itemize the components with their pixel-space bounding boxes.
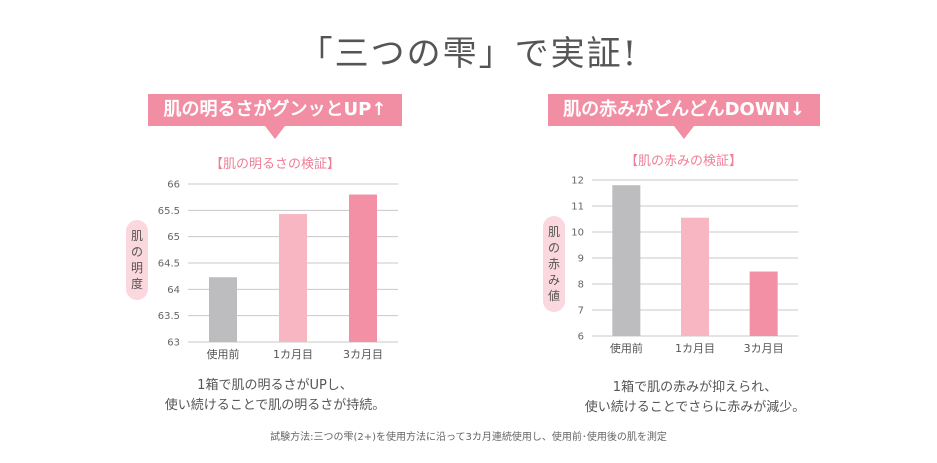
brightness-category-label: 使用前 xyxy=(207,347,240,361)
brightness-ytick-label: 63 xyxy=(167,338,180,349)
redness-category-label: 3カ月目 xyxy=(744,342,784,355)
brightness-ytick-label: 66 xyxy=(167,180,180,191)
redness-ytick-label: 12 xyxy=(571,176,584,187)
brightness-bar xyxy=(349,194,377,342)
page-title: 「三つの雫」で実証! xyxy=(298,34,639,74)
brightness-ytick-label: 65 xyxy=(167,232,180,243)
brightness-bar xyxy=(209,277,237,342)
brightness-ytick-label: 63.5 xyxy=(158,311,180,322)
brightness-caption-line1: 1箱で肌の明るさがUPし、 xyxy=(197,378,353,393)
brightness-caption: 1箱で肌の明るさがUPし、 使い続けることで肌の明るさが持続。 xyxy=(120,376,430,416)
brightness-chart-title: 【肌の明るさの検証】 xyxy=(210,157,341,172)
brightness-category-label: 1カ月目 xyxy=(273,348,313,361)
brightness-ylabel: 肌の明度 xyxy=(126,220,148,300)
redness-bar xyxy=(681,217,709,336)
redness-ytick-label: 11 xyxy=(571,202,584,213)
brightness-caption-line2: 使い続けることで肌の明るさが持続。 xyxy=(164,398,386,413)
redness-ytick-label: 10 xyxy=(571,228,584,239)
redness-banner: 肌の赤みがどんどんDOWN↓ xyxy=(548,94,820,139)
redness-caption: 1箱で肌の赤みが抑えられ、 使い続けることでさらに赤みが減少。 xyxy=(540,378,850,418)
brightness-category-label: 3カ月目 xyxy=(343,348,383,361)
redness-ylabel: 肌の赤み値 xyxy=(543,216,565,312)
brightness-ytick-label: 65.5 xyxy=(158,206,180,217)
redness-category-label: 使用前 xyxy=(610,341,643,355)
redness-caption-line2: 使い続けることでさらに赤みが減少。 xyxy=(584,400,806,415)
brightness-ytick-label: 64 xyxy=(167,285,180,296)
redness-ytick-label: 7 xyxy=(578,306,584,317)
brightness-ytick-label: 64.5 xyxy=(158,259,180,270)
test-method-footnote: 試験方法:三つの雫(2+)を使用方法に沿って3カ月連続使用し、使用前･使用後の肌… xyxy=(270,432,667,443)
redness-category-label: 1カ月目 xyxy=(675,342,715,355)
redness-caption-line1: 1箱で肌の赤みが抑えられ、 xyxy=(612,380,778,395)
brightness-bar xyxy=(279,214,307,342)
redness-ytick-label: 9 xyxy=(578,254,584,265)
redness-ytick-label: 6 xyxy=(578,332,584,343)
redness-chart-title: 【肌の赤みの検証】 xyxy=(625,154,743,169)
redness-bar xyxy=(749,271,778,336)
redness-bar xyxy=(612,185,641,336)
brightness-banner: 肌の明るさがグンッとUP↑ xyxy=(148,94,402,139)
redness-ytick-label: 8 xyxy=(578,280,584,291)
